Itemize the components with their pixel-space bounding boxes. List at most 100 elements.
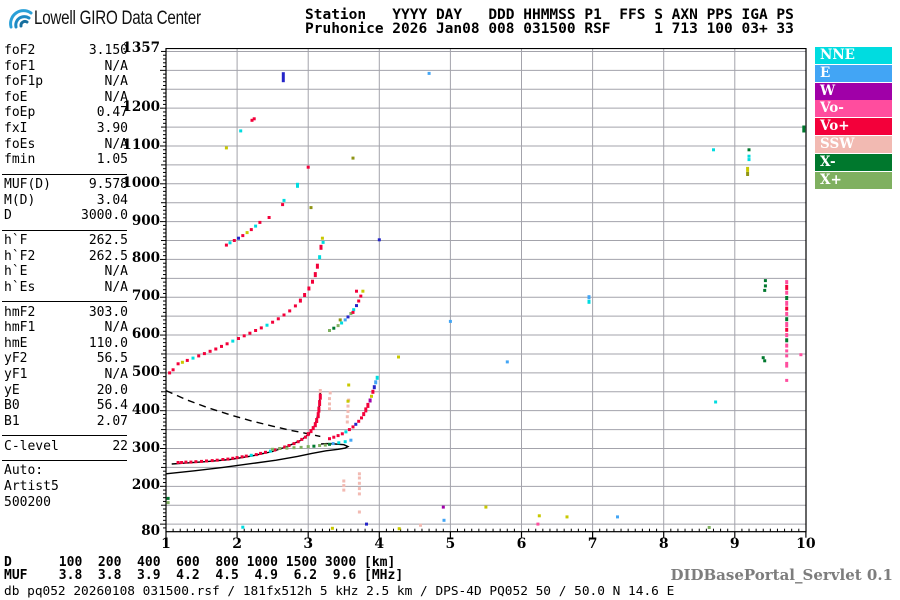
param-row-foF2: foF2 3.150 (4, 44, 128, 58)
x-axis-label: 10 (796, 536, 816, 552)
y-axis-label: 700 (131, 288, 160, 305)
param-row-yF2: yF2 56.5 (4, 352, 128, 366)
echo-point (317, 406, 321, 413)
echo-point (200, 459, 203, 463)
echo-point (785, 296, 789, 300)
param-row-hF2: h`F2 262.5 (4, 249, 128, 264)
echo-point (299, 445, 303, 449)
echo-point (357, 299, 361, 303)
param-label: fxI (4, 121, 28, 136)
echo-point (441, 505, 445, 509)
echo-point (306, 165, 310, 169)
echo-point (281, 203, 285, 207)
param-value: N/A (104, 279, 128, 295)
echo-point (205, 459, 208, 463)
echo-point (281, 72, 285, 83)
echo-point (271, 447, 275, 451)
param-value: 110.0 (88, 335, 128, 351)
echo-point (712, 148, 715, 152)
param-label: hmF1 (4, 320, 36, 336)
echo-point (349, 312, 353, 315)
echo-point (166, 496, 170, 500)
param-label: foF1p (4, 74, 44, 90)
echo-point (313, 272, 317, 278)
echo-point (176, 362, 180, 366)
echo-point (298, 298, 302, 303)
param-label: yF2 (4, 351, 28, 367)
echo-point (587, 299, 591, 304)
echo-point (189, 460, 193, 464)
echo-point (340, 321, 344, 325)
echo-point (361, 289, 365, 293)
echo-point (282, 198, 286, 202)
param-label: C-level (4, 438, 59, 454)
param-value: 3000.0 (81, 208, 128, 224)
echo-point (785, 322, 789, 327)
ionogram-plot (160, 48, 807, 538)
legend-item-SSW: SSW (815, 136, 892, 153)
echo-point (278, 447, 282, 450)
echo-point (249, 228, 253, 232)
x-axis-label: 1 (161, 536, 171, 552)
param-value: 56.4 (96, 398, 128, 414)
param-row-MD: M(D) 3.04 (4, 192, 128, 208)
y-axis-label: 600 (131, 326, 160, 343)
echo-point (747, 158, 751, 162)
echo-point (306, 432, 310, 437)
echo-point (365, 522, 368, 526)
echo-point (254, 224, 258, 228)
param-row-500200: 500200 (4, 495, 128, 510)
echo-point (336, 324, 340, 328)
echo-point (328, 437, 331, 441)
logo-text: Lowell GIRO Data Center (34, 8, 201, 29)
echo-point (271, 320, 275, 324)
param-label: h`Es (4, 279, 36, 295)
y-axis-label: 200 (131, 477, 160, 494)
echo-point (785, 361, 789, 365)
echo-point (785, 327, 789, 332)
echo-point (225, 342, 229, 346)
echo-point (332, 326, 336, 330)
param-row-foF1p: foF1p N/A (4, 75, 128, 89)
param-label: foEp (4, 105, 36, 121)
echo-point (360, 416, 363, 420)
echo-point (346, 399, 350, 403)
param-value: N/A (104, 367, 128, 382)
echo-point (347, 428, 351, 432)
d-distance-row: D 100 200 400 600 800 1000 1500 3000 [km… (4, 555, 396, 570)
echo-point (338, 318, 342, 322)
echo-point (357, 476, 361, 480)
echo-point (347, 383, 351, 387)
y-axis-label: 800 (131, 250, 160, 267)
echo-point (259, 326, 263, 330)
echo-point (231, 339, 235, 343)
param-row-C-level: C-level 22 (4, 438, 128, 454)
param-value: 3.04 (96, 192, 128, 208)
echo-point (785, 284, 789, 290)
echo-point (346, 409, 350, 413)
echo-point (315, 418, 319, 423)
echo-point (215, 458, 219, 462)
param-label: MUF(D) (4, 177, 51, 192)
echo-point (254, 453, 258, 457)
param-row-MUFD: MUF(D) 9.578 (4, 178, 128, 192)
echo-point (248, 331, 252, 335)
echo-point (536, 522, 540, 526)
param-value: 2.07 (96, 413, 128, 429)
echo-point (351, 425, 355, 429)
header-columns: Station YYYY DAY DDD HHMMSS P1 FFS S AXN… (305, 7, 794, 23)
echo-point (370, 394, 373, 398)
echo-point (185, 358, 189, 362)
param-label: hmF2 (4, 304, 36, 320)
echo-point (315, 263, 319, 269)
echo-point (375, 375, 379, 380)
echo-point (250, 118, 254, 122)
x-axis-label: 3 (303, 536, 314, 552)
echo-point (252, 117, 256, 121)
param-row-foEp: foEp 0.47 (4, 106, 128, 120)
x-axis-label: 9 (729, 536, 740, 552)
echo-point (352, 308, 356, 312)
echo-point (746, 172, 750, 176)
param-row-hmF2: hmF2 303.0 (4, 304, 128, 320)
echo-point (244, 454, 248, 458)
